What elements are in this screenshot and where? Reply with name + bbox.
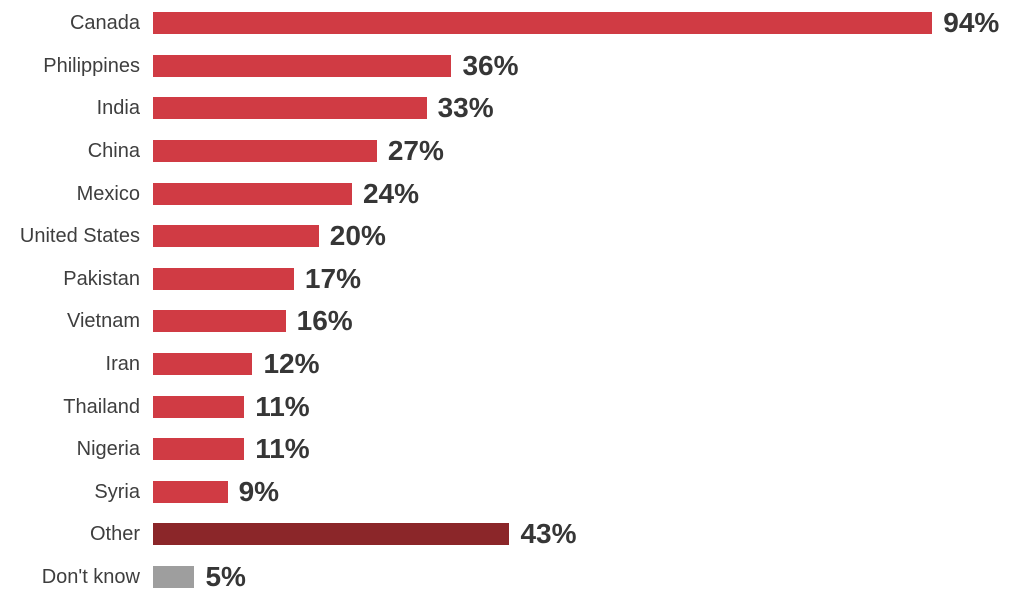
category-label: Canada	[69, 12, 140, 35]
bar	[153, 566, 195, 589]
category-label: India	[96, 97, 140, 120]
bar-row: Mexico 24%	[0, 172, 1024, 215]
category-label: Thailand	[63, 395, 140, 418]
value-label: 36%	[462, 49, 519, 81]
bar-track: 17%	[153, 258, 1024, 301]
bar-track: 9%	[153, 471, 1024, 514]
bar-row: United States 20%	[0, 215, 1024, 258]
value-label: 24%	[362, 177, 419, 209]
category-label: Vietnam	[66, 310, 140, 333]
value-label: 43%	[520, 518, 577, 550]
bar-track: 33%	[153, 87, 1024, 130]
value-label: 16%	[296, 305, 353, 337]
bar-row: Canada 94%	[0, 2, 1024, 45]
category-label: Iran	[105, 353, 140, 376]
bar-track: 94%	[153, 2, 1024, 45]
category-label: Don't know	[41, 566, 140, 589]
bar-track: 20%	[153, 215, 1024, 258]
bar-row: Don't know 5%	[0, 556, 1024, 598]
value-label: 5%	[205, 561, 246, 593]
bar-row: Vietnam 16%	[0, 300, 1024, 343]
bar	[153, 395, 245, 418]
category-label: Syria	[94, 480, 140, 503]
bar	[153, 267, 294, 290]
value-label: 20%	[329, 220, 386, 252]
category-label: Other	[89, 523, 140, 546]
category-label: United States	[19, 225, 140, 248]
bar-row: Thailand 11%	[0, 385, 1024, 428]
bar	[153, 523, 510, 546]
bar-track: 12%	[153, 343, 1024, 386]
value-label: 27%	[387, 135, 444, 167]
value-label: 12%	[263, 348, 320, 380]
bar-row: Pakistan 17%	[0, 258, 1024, 301]
value-label: 94%	[943, 7, 1000, 39]
bar-row: Philippines 36%	[0, 45, 1024, 88]
category-label: Nigeria	[76, 438, 140, 461]
category-label: China	[87, 140, 140, 163]
bar	[153, 225, 319, 248]
bar-track: 16%	[153, 300, 1024, 343]
bar-track: 24%	[153, 172, 1024, 215]
bar	[153, 480, 228, 503]
bar-row: Nigeria 11%	[0, 428, 1024, 471]
bar-track: 11%	[153, 428, 1024, 471]
bar-track: 43%	[153, 513, 1024, 556]
bar-row: China 27%	[0, 130, 1024, 173]
bar-track: 11%	[153, 385, 1024, 428]
value-label: 11%	[255, 390, 310, 422]
bar	[153, 54, 452, 77]
category-label: Mexico	[76, 182, 140, 205]
bar-row: Iran 12%	[0, 343, 1024, 386]
value-label: 11%	[255, 433, 310, 465]
bar	[153, 353, 253, 376]
bar-track: 36%	[153, 45, 1024, 88]
bar	[153, 97, 427, 120]
bar-row: India 33%	[0, 87, 1024, 130]
value-label: 17%	[304, 262, 361, 294]
value-label: 33%	[437, 92, 494, 124]
bar	[153, 310, 286, 333]
category-label: Philippines	[43, 54, 140, 77]
bar	[153, 182, 352, 205]
bar	[153, 140, 377, 163]
value-label: 9%	[238, 475, 280, 507]
category-label: Pakistan	[63, 267, 140, 290]
bar-row: Other 43%	[0, 513, 1024, 556]
bar-track: 27%	[153, 130, 1024, 173]
bar-track: 5%	[153, 556, 1024, 598]
bar	[153, 12, 933, 35]
bar-row: Syria 9%	[0, 471, 1024, 514]
bar	[153, 438, 245, 461]
